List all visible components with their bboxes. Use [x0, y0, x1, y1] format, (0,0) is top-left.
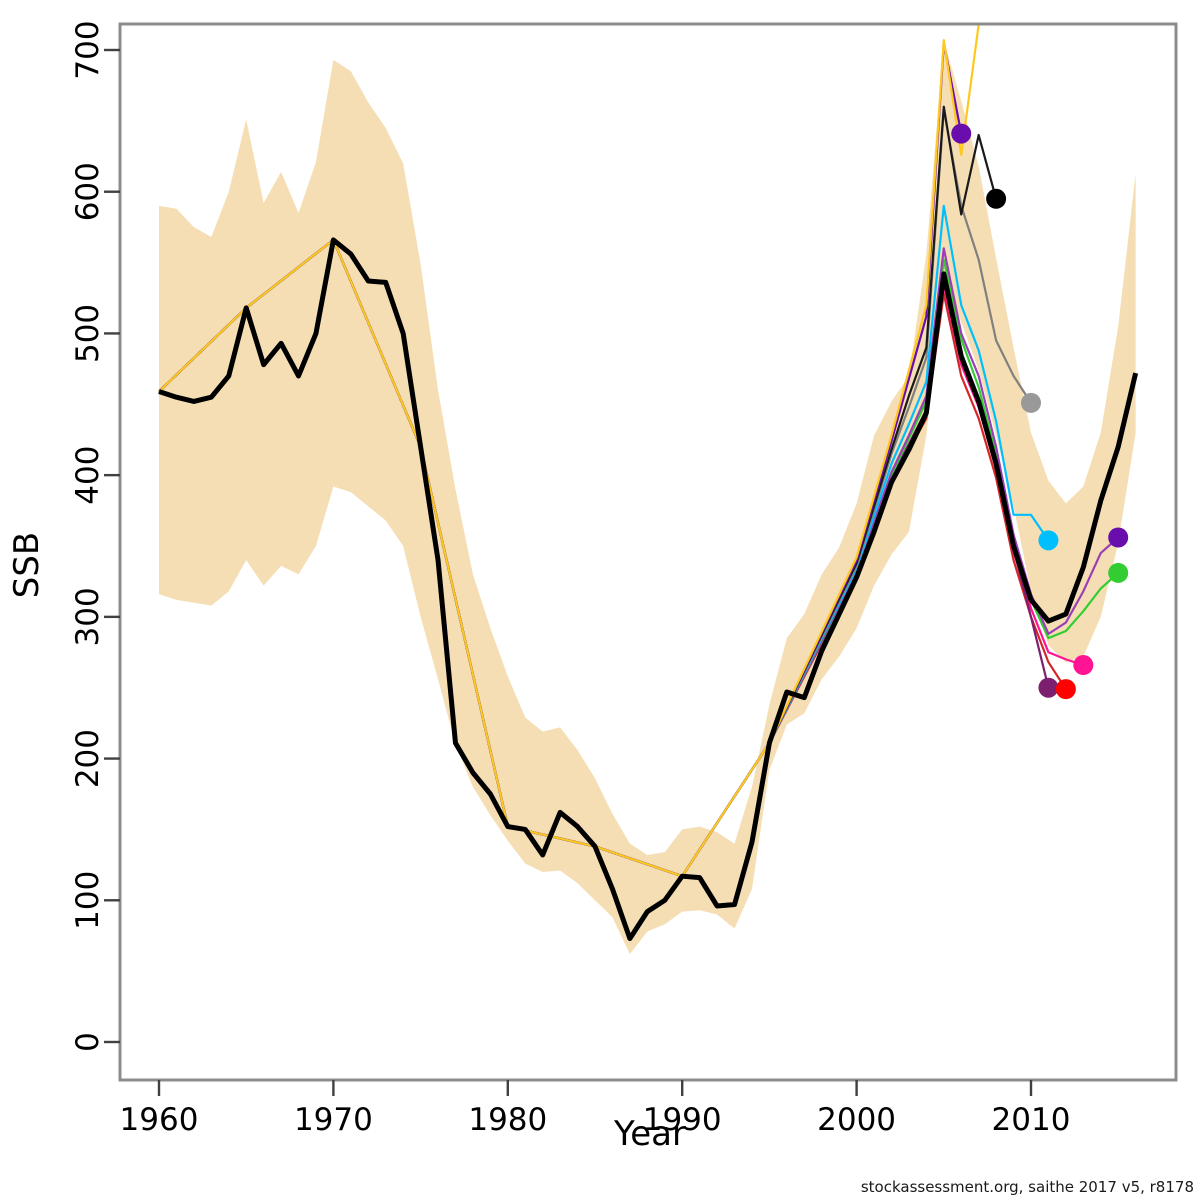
plot-box-border [118, 22, 1178, 1082]
x-axis-ticks: 1960 1970 1980 1990 2000 2010 [120, 1080, 1071, 1138]
series-lines-group [158, 24, 1139, 942]
y-tick-label-300: 300 [70, 587, 106, 646]
y-tick-label-200: 200 [70, 729, 106, 788]
endpoint-2012-dot [1108, 527, 1129, 548]
source-footer: stockassessment.org, saithe 2017 v5, r81… [861, 1178, 1194, 1196]
x-axis-title: Year [613, 1114, 686, 1154]
y-tick-label-600: 600 [70, 162, 106, 221]
x-tick-label-1960: 1960 [120, 1102, 199, 1138]
endpoint-2008-dot [951, 123, 972, 144]
endpoint-2009-dot [986, 188, 1007, 209]
y-tick-label-700: 700 [70, 20, 106, 79]
confidence-band [159, 40, 1136, 955]
endpoint-2013-dot [1108, 562, 1129, 583]
y-tick-label-100: 100 [70, 871, 106, 930]
x-tick-label-1970: 1970 [294, 1102, 373, 1138]
endpoint-2014-dot [1038, 677, 1059, 698]
y-axis-ticks: 0 100 200 300 400 500 600 700 [70, 20, 120, 1052]
endpoint-2010-dot [1021, 392, 1041, 413]
confidence-band-group [159, 40, 1136, 955]
x-tick-label-2000: 2000 [817, 1102, 896, 1138]
axis-group [118, 22, 1178, 1082]
y-axis-title: SSB [7, 532, 47, 599]
x-tick-label-2010: 2010 [992, 1102, 1071, 1138]
x-tick-label-1990: 1990 [643, 1102, 722, 1138]
y-tick-label-400: 400 [70, 446, 106, 505]
endpoint-2011-dot [1038, 530, 1059, 551]
y-tick-label-0: 0 [70, 1032, 106, 1052]
x-tick-label-1980: 1980 [468, 1102, 547, 1138]
series-line-assessment-2017 [158, 237, 1139, 942]
endpoint-2015-dot [1073, 655, 1094, 676]
endpoint-dots-group [951, 123, 1129, 700]
y-tick-label-500: 500 [70, 304, 106, 363]
endpoint-2016-dot [1055, 679, 1076, 700]
